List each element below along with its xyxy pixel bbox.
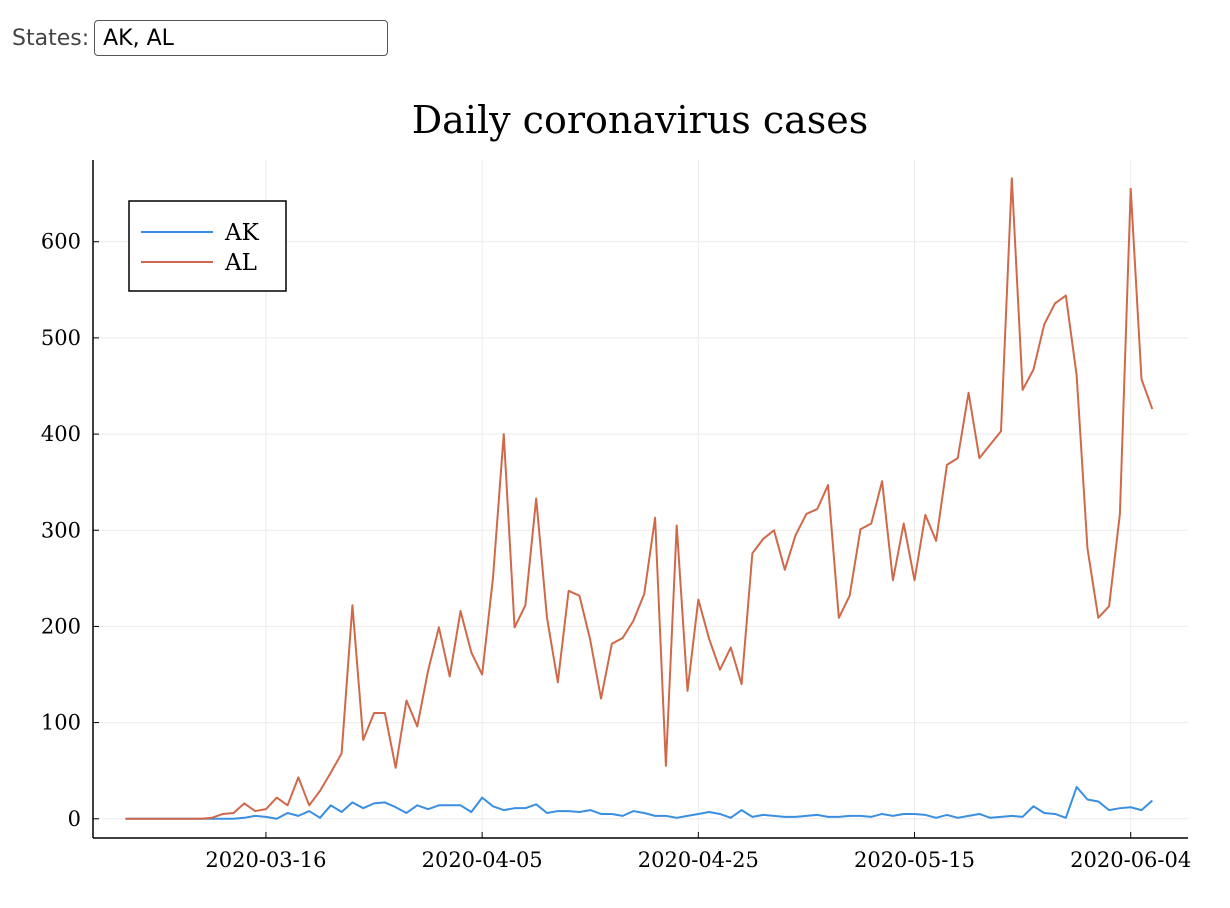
y-tick-label: 600 xyxy=(41,230,81,254)
x-tick-label: 2020-04-25 xyxy=(638,848,759,872)
y-tick-label: 400 xyxy=(41,422,81,446)
series-line-al xyxy=(125,177,1154,820)
y-tick-label: 300 xyxy=(41,518,81,542)
legend-label-al: AL xyxy=(224,250,257,276)
series-lines xyxy=(124,177,1154,820)
points-ak xyxy=(124,786,1153,820)
x-tick-label: 2020-03-16 xyxy=(205,848,326,872)
y-tick-label: 100 xyxy=(41,711,81,735)
axes: 0 100 200 300 400 500 600 2020-03-16 2020-04-05 2… xyxy=(41,160,1191,872)
legend: AK AL xyxy=(128,200,287,292)
state-filter: States: xyxy=(12,20,389,56)
chart-title: Daily coronavirus cases xyxy=(412,98,869,142)
series-line-ak xyxy=(125,786,1153,820)
x-tick-label: 2020-06-04 xyxy=(1070,848,1191,872)
legend-label-ak: AK xyxy=(224,220,260,246)
states-input[interactable] xyxy=(94,20,389,56)
y-tick-label: 500 xyxy=(41,326,81,350)
states-label: States: xyxy=(12,25,90,51)
x-tick-label: 2020-04-05 xyxy=(422,848,543,872)
y-tick-label: 0 xyxy=(68,807,81,831)
x-tick-label: 2020-05-15 xyxy=(854,848,975,872)
y-tick-label: 200 xyxy=(41,614,81,638)
legend-box xyxy=(128,200,287,292)
